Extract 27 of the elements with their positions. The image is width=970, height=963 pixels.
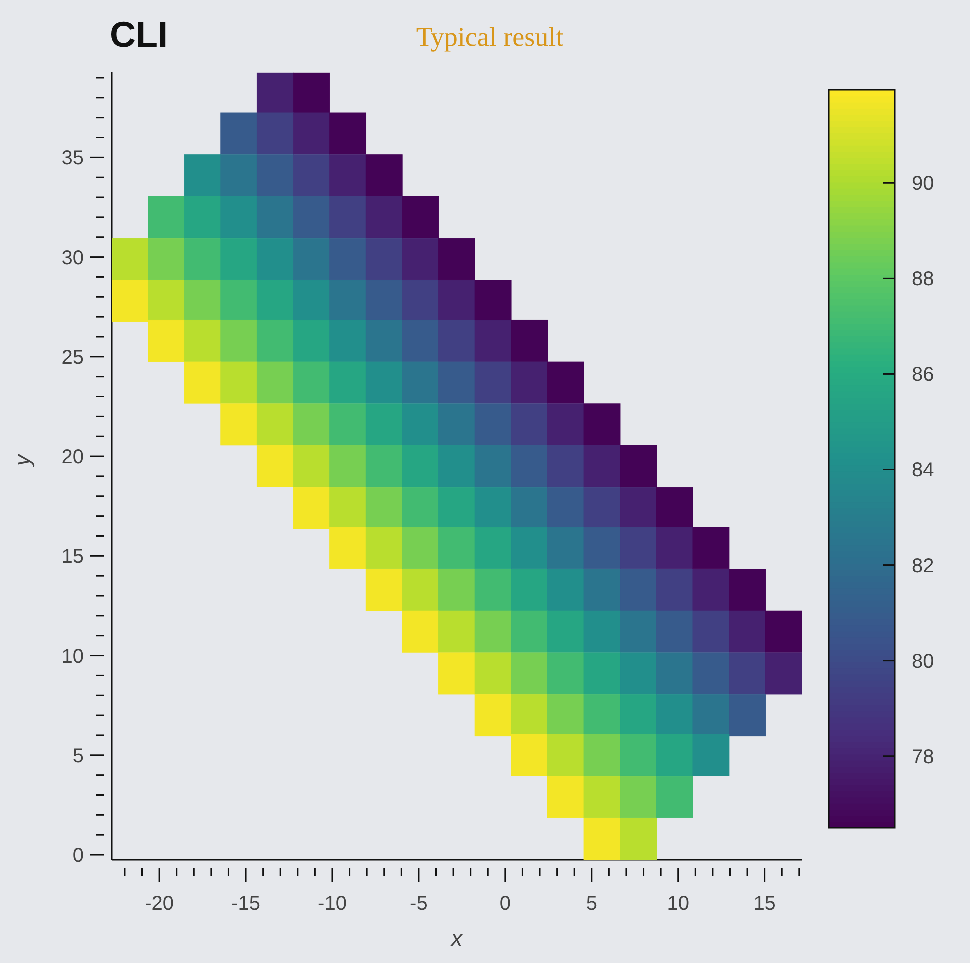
- chart-title: CLI: [110, 14, 168, 56]
- y-tick-label: 15: [62, 546, 84, 568]
- color-bar-label: 84: [912, 460, 934, 482]
- x-tick-label: 15: [754, 893, 776, 915]
- color-bar-label: 80: [912, 650, 934, 673]
- y-tick-label: 10: [62, 646, 84, 668]
- chart-subtitle: Typical result: [415, 22, 565, 53]
- y-tick-label: 30: [62, 247, 84, 270]
- color-bar-label: 78: [912, 746, 934, 768]
- x-tick-label: 10: [667, 893, 690, 915]
- color-bar-label: 82: [912, 555, 934, 578]
- x-axis-title: x: [450, 926, 464, 951]
- x-tick-label: -15: [232, 893, 260, 915]
- color-bar-label: 90: [912, 173, 934, 196]
- y-tick-label: 25: [62, 346, 84, 369]
- color-bar-label: 86: [912, 364, 934, 386]
- color-bar-label: 88: [912, 268, 934, 291]
- x-tick-label: -5: [410, 893, 428, 915]
- y-tick-label: 5: [72, 745, 84, 768]
- y-tick-label: 0: [72, 845, 84, 868]
- y-tick-label: 20: [62, 446, 84, 469]
- x-tick-label: 5: [586, 893, 598, 915]
- y-tick-label: 35: [62, 148, 84, 170]
- x-tick-label: 0: [500, 893, 511, 915]
- x-tick-label: -10: [318, 893, 347, 915]
- y-axis-title: y: [10, 453, 35, 468]
- x-tick-label: -20: [145, 893, 174, 915]
